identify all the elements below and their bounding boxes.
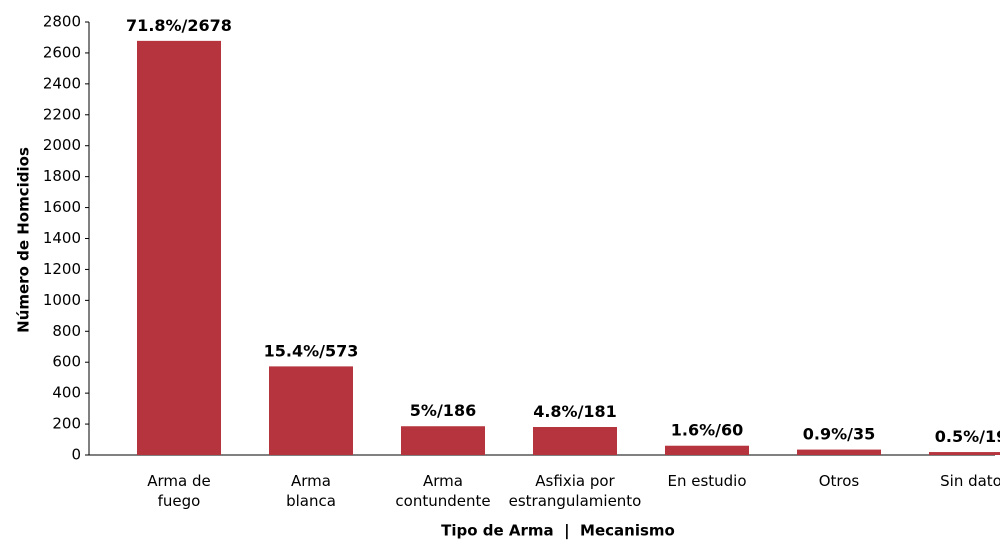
y-tick-label: 800 [52, 322, 81, 340]
y-tick-label: 1200 [43, 260, 81, 278]
y-tick-label: 400 [52, 384, 81, 402]
value-label: 71.8%/2678 [126, 16, 232, 35]
value-label: 0.9%/35 [803, 425, 875, 444]
x-tick-label: Sin dato [940, 472, 1000, 490]
y-tick-label: 600 [52, 353, 81, 371]
y-tick-label: 1800 [43, 167, 81, 185]
x-tick-label: En estudio [667, 472, 746, 490]
value-label: 5%/186 [410, 401, 476, 420]
x-tick-label: Asfixia por estrangulamiento [509, 472, 642, 510]
y-tick-label: 1600 [43, 198, 81, 216]
y-tick-label: 2400 [43, 74, 81, 92]
value-label: 0.5%/19 [935, 427, 1000, 446]
bar [797, 449, 881, 455]
y-tick-label: 200 [52, 415, 81, 433]
y-tick-label: 2600 [43, 43, 81, 61]
bar [533, 427, 617, 455]
bar [929, 452, 1000, 455]
x-tick-label: Arma blanca [286, 472, 336, 510]
bar [269, 366, 353, 455]
y-axis-title: Número de Homcidios [15, 147, 33, 333]
bar [665, 445, 749, 455]
value-label: 4.8%/181 [533, 402, 617, 421]
y-tick-label: 2800 [43, 13, 81, 31]
y-tick-label: 0 [71, 446, 81, 464]
x-tick-label: Arma de fuego [147, 472, 211, 510]
x-tick-label: Arma contundente [395, 472, 490, 510]
y-tick-label: 1400 [43, 229, 81, 247]
value-label: 15.4%/573 [264, 341, 359, 360]
bar [137, 40, 221, 456]
bar [401, 426, 485, 455]
value-label: 1.6%/60 [671, 421, 743, 440]
y-tick-label: 2200 [43, 105, 81, 123]
y-tick-label: 1000 [43, 291, 81, 309]
y-tick-label: 2000 [43, 136, 81, 154]
x-axis-title: Tipo de Arma | Mecanismo [441, 522, 675, 540]
x-tick-label: Otros [819, 472, 860, 490]
